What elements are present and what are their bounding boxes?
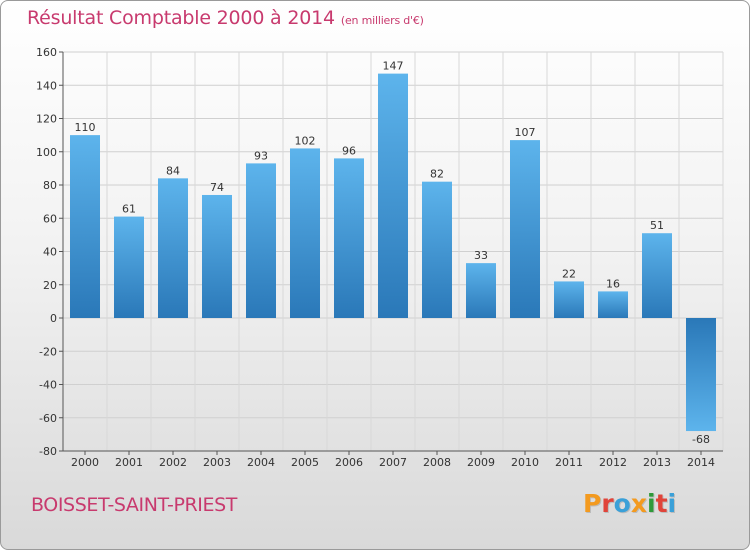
bar — [290, 148, 320, 318]
y-tick-label: 140 — [36, 79, 57, 92]
proxiti-logo: Proxiti — [583, 489, 676, 518]
y-tick-label: 60 — [43, 212, 57, 225]
logo-letter: x — [630, 489, 647, 518]
bar — [202, 194, 232, 318]
y-tick-label: -40 — [39, 379, 57, 392]
x-tick-label: 2010 — [511, 456, 539, 469]
data-label: 74 — [210, 181, 224, 194]
bar — [114, 216, 144, 318]
bar — [422, 181, 452, 318]
data-label: 61 — [122, 203, 136, 216]
bar — [598, 291, 628, 318]
data-label: 147 — [383, 60, 404, 73]
bar — [554, 281, 584, 318]
x-tick-label: 2001 — [115, 456, 143, 469]
bar — [70, 135, 100, 318]
logo-letter: r — [601, 489, 614, 518]
logo-letter: i — [667, 489, 677, 518]
x-tick-label: 2006 — [335, 456, 363, 469]
y-tick-label: 160 — [36, 46, 57, 59]
data-label: 22 — [562, 267, 576, 280]
x-tick-label: 2007 — [379, 456, 407, 469]
bar — [158, 178, 188, 318]
x-tick-label: 2012 — [599, 456, 627, 469]
data-label: 51 — [650, 219, 664, 232]
y-tick-label: -20 — [39, 345, 57, 358]
x-tick-label: 2014 — [687, 456, 715, 469]
bar — [686, 318, 716, 432]
y-tick-label: 120 — [36, 113, 57, 126]
chart-title: Résultat Comptable 2000 à 2014 (en millie… — [27, 7, 424, 29]
x-tick-label: 2002 — [159, 456, 187, 469]
bar — [246, 163, 276, 318]
bar — [378, 73, 408, 318]
y-tick-label: -60 — [39, 412, 57, 425]
chart-subtitle: (en milliers d'€) — [340, 14, 424, 27]
x-tick-label: 2004 — [247, 456, 275, 469]
axes: -80 -60 -40 -20 0 20 40 60 80 100 120 140 160 2000 200… — [36, 46, 723, 469]
data-label: 96 — [342, 144, 356, 157]
data-label: -68 — [692, 433, 710, 446]
data-label: 110 — [75, 121, 96, 134]
logo-letter: t — [655, 489, 668, 518]
data-label: 102 — [295, 134, 316, 147]
x-tick-label: 2009 — [467, 456, 495, 469]
x-tick-label: 2011 — [555, 456, 583, 469]
chart-title-text: Résultat Comptable 2000 à 2014 — [27, 7, 335, 29]
data-label: 82 — [430, 168, 444, 181]
data-label: 84 — [166, 164, 180, 177]
bar — [334, 158, 364, 318]
x-tick-label: 2005 — [291, 456, 319, 469]
bar — [466, 263, 496, 318]
bars — [70, 73, 716, 432]
data-labels: 110 61 84 74 93 102 96 147 82 33 107 22 16 51 -68 — [75, 60, 710, 446]
logo-letter: o — [613, 489, 631, 518]
place-name: BOISSET-SAINT-PRIEST — [31, 494, 237, 516]
data-label: 33 — [474, 249, 488, 262]
data-label: 93 — [254, 149, 268, 162]
bar — [510, 140, 540, 318]
y-tick-label: 100 — [36, 146, 57, 159]
y-tick-label: 20 — [43, 279, 57, 292]
y-tick-label: 0 — [50, 312, 57, 325]
y-tick-label: 40 — [43, 246, 57, 259]
x-tick-label: 2003 — [203, 456, 231, 469]
x-tick-label: 2013 — [643, 456, 671, 469]
data-label: 16 — [606, 277, 620, 290]
logo-letter: i — [647, 489, 656, 518]
x-tick-label: 2008 — [423, 456, 451, 469]
y-tick-label: 80 — [43, 179, 57, 192]
data-label: 107 — [515, 126, 536, 139]
bar — [642, 233, 672, 318]
y-tick-label: -80 — [39, 445, 57, 458]
x-tick-label: 2000 — [71, 456, 99, 469]
logo-letter: P — [583, 489, 602, 518]
